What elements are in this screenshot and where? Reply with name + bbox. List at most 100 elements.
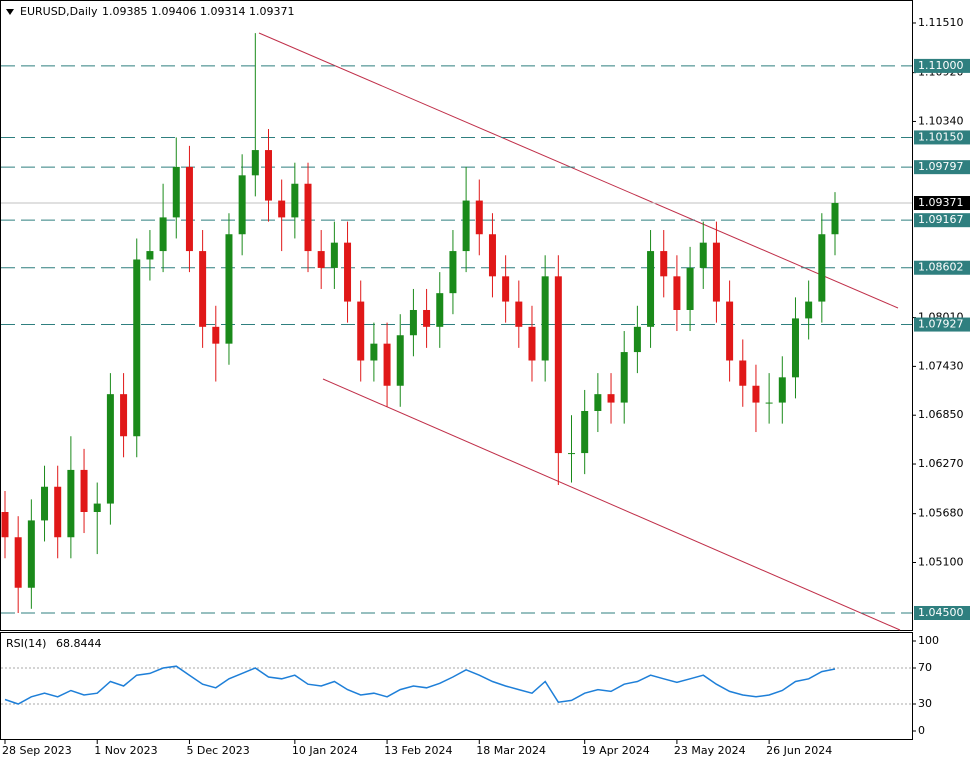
y-tick-label: 1.06850 xyxy=(918,408,964,421)
candle-body xyxy=(304,183,312,252)
rsi-name: RSI(14) xyxy=(6,637,46,650)
candle-body xyxy=(818,234,826,302)
candle-body xyxy=(172,166,180,218)
candle-body xyxy=(791,318,799,378)
main-frame xyxy=(0,0,913,631)
candle-body xyxy=(515,301,523,327)
axes: 1.115101.109201.103401.080101.074301.068… xyxy=(2,16,970,757)
candle-body xyxy=(554,276,562,454)
candle-body xyxy=(80,469,88,512)
rsi-last: 68.8444 xyxy=(56,637,102,650)
candle-body xyxy=(502,276,510,302)
candle-body xyxy=(344,242,352,302)
header-value: 1.09314 xyxy=(200,5,246,18)
candle-body xyxy=(409,309,417,336)
header-value: 1.09406 xyxy=(151,5,197,18)
level-label: 1.09797 xyxy=(918,160,964,173)
level-label-box xyxy=(914,260,970,275)
level-label-box xyxy=(914,130,970,145)
rsi-tick-label: 0 xyxy=(918,724,925,737)
x-tick-label: 1 Nov 2023 xyxy=(94,744,157,757)
candle-body xyxy=(607,394,615,403)
x-tick-label: 13 Feb 2024 xyxy=(384,744,452,757)
rsi-tick-label: 30 xyxy=(918,697,932,710)
header-values: 1.09385 1.09406 1.09314 1.09371 xyxy=(102,5,295,18)
x-tick-label: 26 Jun 2024 xyxy=(766,744,832,757)
candle-body xyxy=(673,276,681,310)
candle-body xyxy=(146,251,154,260)
candle-body xyxy=(488,234,496,277)
candle-body xyxy=(185,166,193,252)
candle-body xyxy=(739,360,747,386)
level-label-box xyxy=(914,605,970,620)
candle-body xyxy=(264,150,272,201)
trend-line xyxy=(258,32,899,309)
rsi-panel: 100 70 30 0 xyxy=(1,634,939,737)
candle-body xyxy=(475,200,483,235)
candle-body xyxy=(712,242,720,302)
trend-line xyxy=(322,378,901,631)
header-value: 1.09385 xyxy=(102,5,148,18)
rsi-tick-label: 70 xyxy=(918,661,932,674)
candle-body xyxy=(159,217,167,252)
candle-body xyxy=(449,251,457,294)
candle-body xyxy=(238,175,246,235)
candle-body xyxy=(660,251,668,277)
x-tick-label: 23 May 2024 xyxy=(674,744,746,757)
rsi-tick-label: 100 xyxy=(918,634,939,647)
candle-body xyxy=(726,301,734,361)
level-label-box xyxy=(914,160,970,175)
level-label: 1.09167 xyxy=(918,213,964,226)
y-tick-label: 1.06270 xyxy=(918,457,964,470)
candle-body xyxy=(67,469,75,538)
y-tick-label: 1.11510 xyxy=(918,16,964,29)
header-value: 1.09371 xyxy=(249,5,295,18)
candle-body xyxy=(41,486,49,521)
price-label-box xyxy=(914,196,970,211)
candle-body xyxy=(133,259,141,437)
x-tick-label: 5 Dec 2023 xyxy=(186,744,249,757)
x-tick-label: 19 Apr 2024 xyxy=(582,744,650,757)
candle-body xyxy=(93,503,101,512)
level-label-box xyxy=(914,58,970,73)
candle-body xyxy=(225,234,233,344)
candle-body xyxy=(370,343,378,361)
level-label: 1.10150 xyxy=(918,130,964,143)
y-tick-label: 1.10340 xyxy=(918,114,964,127)
y-tick-label: 1.05680 xyxy=(918,507,964,520)
y-tick-label: 1.07430 xyxy=(918,359,964,372)
rsi-frame xyxy=(0,632,913,740)
candle-body xyxy=(423,309,431,327)
y-tick-label: 1.05100 xyxy=(918,555,964,568)
candle-body xyxy=(541,276,549,361)
levels xyxy=(1,65,912,614)
candle-body xyxy=(436,293,444,327)
candle-body xyxy=(14,537,22,588)
candle-body xyxy=(396,335,404,386)
candle-body xyxy=(317,251,325,268)
candle-body xyxy=(633,326,641,353)
candle-body xyxy=(199,251,207,327)
candle-body xyxy=(462,200,470,252)
candle-body xyxy=(805,301,813,319)
menu-arrow xyxy=(6,9,14,15)
candles xyxy=(1,33,839,613)
candle-body xyxy=(1,511,9,538)
symbol: EURUSD,Daily xyxy=(20,5,98,18)
x-tick-label: 10 Jan 2024 xyxy=(292,744,358,757)
candle-body xyxy=(594,394,602,411)
x-tick-label: 28 Sep 2023 xyxy=(2,744,72,757)
candle-body xyxy=(251,150,259,176)
level-label: 1.07927 xyxy=(918,318,964,331)
candle-body xyxy=(778,377,786,403)
candle-body xyxy=(291,183,299,218)
candle-body xyxy=(278,200,286,218)
level-label: 1.04500 xyxy=(918,606,964,619)
candle-body xyxy=(27,520,35,588)
candle-body xyxy=(568,453,576,455)
candle-body xyxy=(383,343,391,386)
candle-body xyxy=(528,326,536,361)
level-label-box xyxy=(914,213,970,228)
candle-body xyxy=(765,402,773,404)
